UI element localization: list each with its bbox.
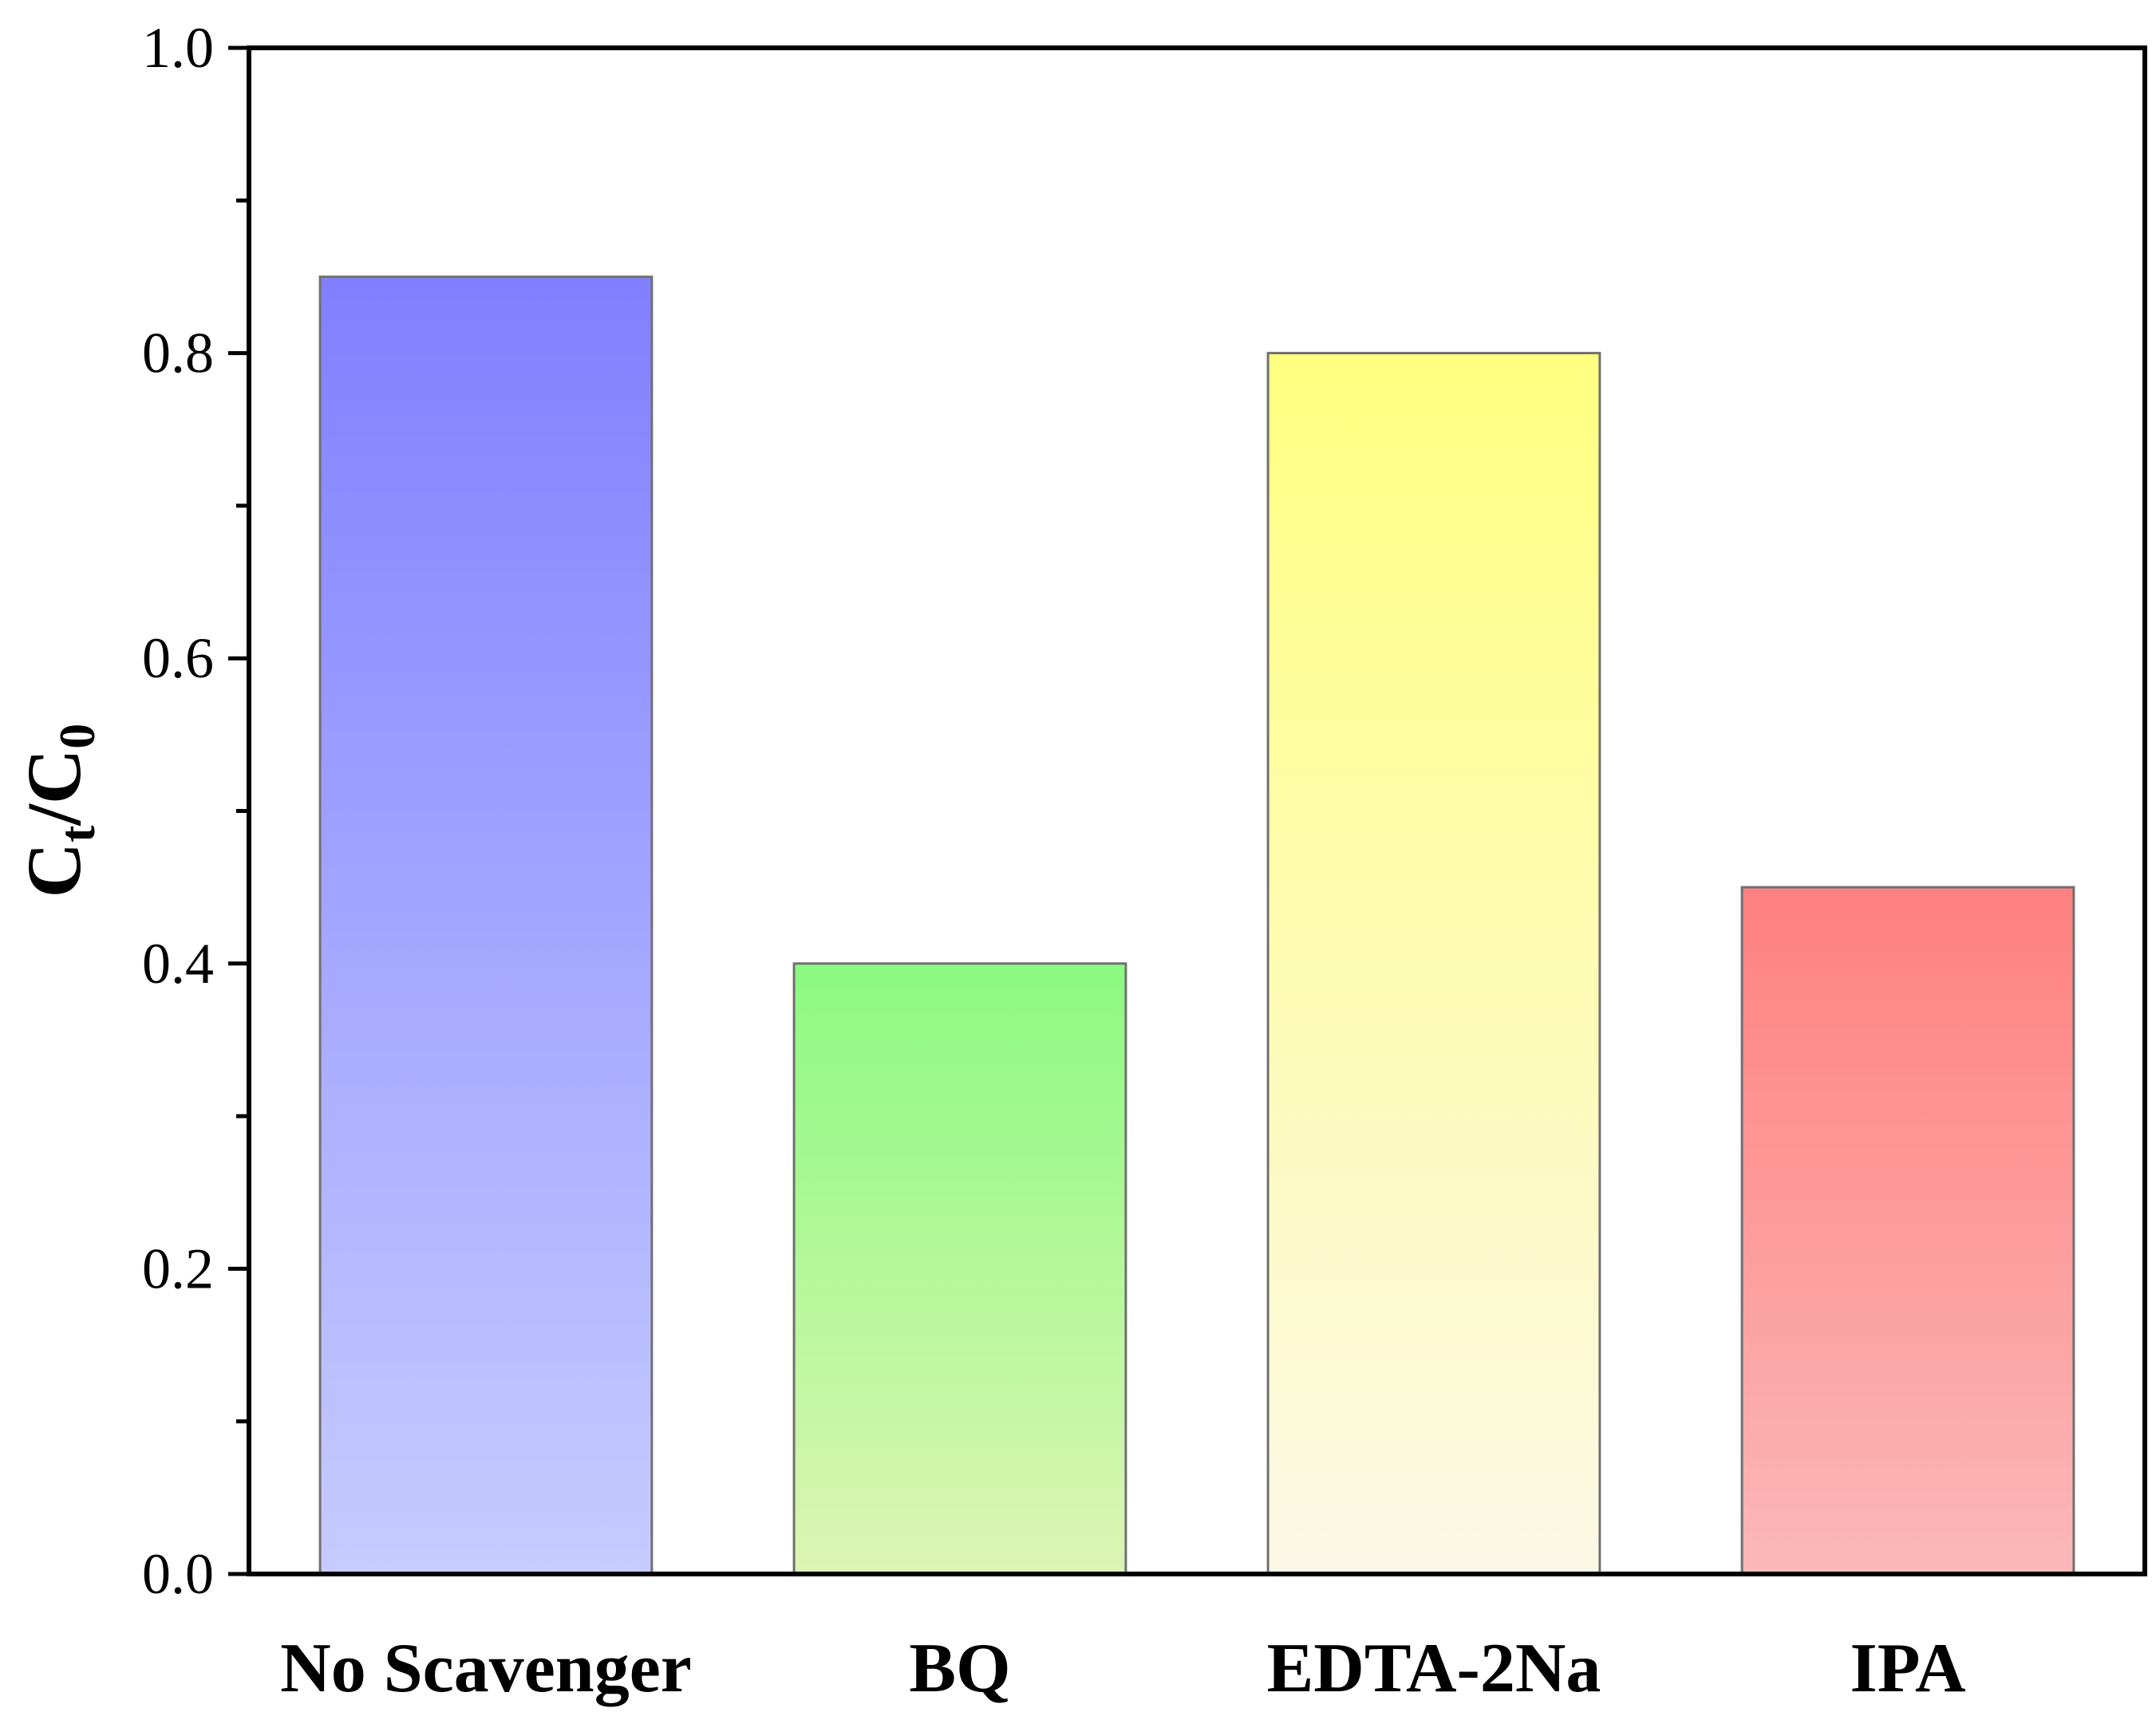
y-tick-labels: 0.0 0.2 0.4 0.6 0.8 1.0 xyxy=(142,16,214,1606)
bar-edta-2na xyxy=(1266,352,1601,1576)
y-axis-title-main: C xyxy=(11,842,97,897)
x-category-label: BQ xyxy=(909,1630,1010,1707)
bars xyxy=(318,275,2075,1576)
y-axis-title-sub-0: 0 xyxy=(49,724,105,749)
x-category-label: EDTA-2Na xyxy=(1267,1630,1601,1707)
bar-no-scavenger xyxy=(318,275,654,1576)
y-tick-label: 0.6 xyxy=(142,626,214,690)
x-category-label: IPA xyxy=(1850,1630,1965,1707)
y-axis-title-sub-t: t xyxy=(49,825,105,842)
x-category-label: No Scavenger xyxy=(280,1630,692,1707)
bar-bq xyxy=(792,962,1127,1576)
x-category-labels: No Scavenger BQ EDTA-2Na IPA xyxy=(280,1630,1965,1707)
bar-ipa xyxy=(1740,886,2075,1576)
y-tick-label: 0.8 xyxy=(142,322,214,385)
y-axis-title-slash: /C xyxy=(11,749,97,826)
y-tick-label: 0.2 xyxy=(142,1237,214,1300)
plot-frame xyxy=(247,45,2147,1576)
y-axis-title: Ct/C0 xyxy=(11,724,105,898)
y-tick-label: 1.0 xyxy=(142,16,214,80)
y-tick-label: 0.4 xyxy=(142,932,214,996)
y-tick-label: 0.0 xyxy=(142,1542,214,1606)
